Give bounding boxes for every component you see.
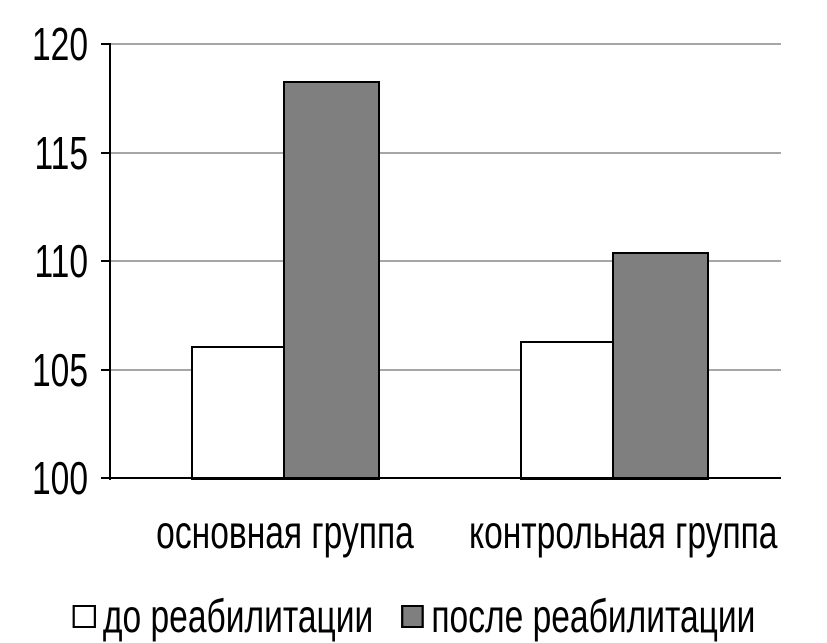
x-axis-line xyxy=(101,477,781,479)
y-tick xyxy=(101,260,110,262)
y-tick xyxy=(101,368,110,371)
bar xyxy=(191,345,286,480)
y-tick-label: 110 xyxy=(34,235,88,287)
bar xyxy=(520,341,615,480)
gridline xyxy=(110,260,781,262)
y-tick-label: 115 xyxy=(34,126,88,179)
x-category-label-control-group: контрольная группа xyxy=(469,506,778,558)
gridline xyxy=(110,368,781,371)
x-category-label-main-group: основная группа xyxy=(156,506,414,558)
y-tick-label: 105 xyxy=(31,343,88,396)
bar xyxy=(612,252,709,480)
legend-item-before-rehab: до реабилитации xyxy=(72,593,373,639)
y-tick xyxy=(101,151,110,154)
gridline xyxy=(110,43,781,45)
y-tick-label: 120 xyxy=(31,18,88,70)
gridline xyxy=(110,151,781,154)
legend-swatch-after-rehab xyxy=(400,604,424,628)
legend-label-after-rehab: после реабилитации xyxy=(430,590,755,642)
legend-label-before-rehab: до реабилитации xyxy=(102,590,373,642)
y-tick xyxy=(101,43,110,45)
legend-item-after-rehab: после реабилитации xyxy=(400,590,755,642)
bar xyxy=(283,80,380,480)
legend-swatch-before-rehab xyxy=(72,604,96,628)
y-axis-line xyxy=(109,43,111,480)
legend: до реабилитации после реабилитации xyxy=(72,593,755,639)
y-tick-label: 100 xyxy=(31,452,88,504)
